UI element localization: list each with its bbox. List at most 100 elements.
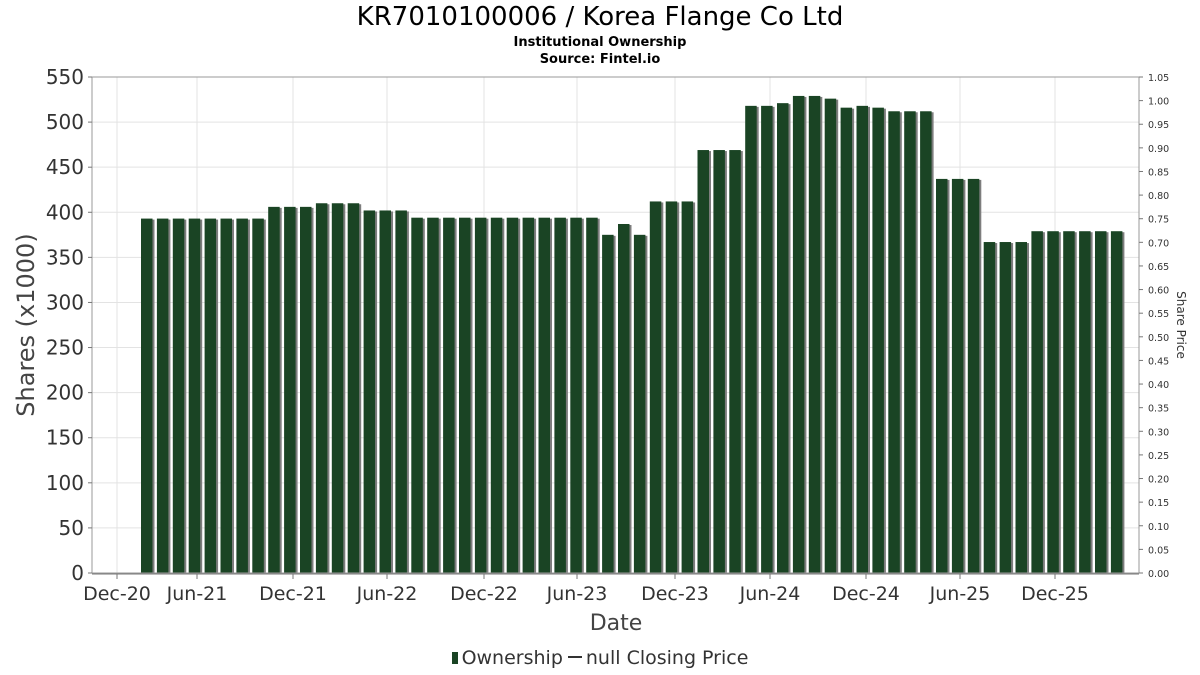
chart-subtitle-source: Source: Fintel.io — [539, 52, 661, 67]
ownership-bar-31 — [633, 234, 646, 573]
x-tick-label-6: Dec-23 — [641, 583, 709, 605]
ownership-bar-55 — [1015, 242, 1027, 574]
ownership-bar-27 — [570, 217, 582, 573]
x-tick-label-1: Jun-21 — [166, 583, 228, 605]
y2-axis-label: Share Price — [1174, 291, 1188, 359]
x-tick-label-9: Jun-25 — [929, 583, 991, 605]
ownership-bar-28 — [586, 217, 598, 573]
chart-subtitle-ownership: Institutional Ownership — [513, 35, 687, 50]
ownership-bar-14 — [363, 210, 376, 573]
y2-tick-label-9: 0.45 — [1148, 356, 1169, 367]
x-axis-ticks: Dec-20 Jun-21 Dec-21 Jun-22 Dec-22 Jun-23 Dec-… — [83, 574, 1089, 605]
x-tick-label-7: Jun-24 — [739, 583, 801, 605]
y2-tick-label-13: 0.65 — [1148, 262, 1169, 273]
ownership-bar-59 — [1079, 231, 1091, 573]
ownership-bar-35 — [697, 150, 709, 573]
ownership-bar-53 — [983, 242, 996, 574]
ownership-bar-24 — [522, 217, 535, 573]
ownership-bar-37 — [729, 150, 741, 573]
y2-tick-label-14: 0.70 — [1148, 238, 1169, 249]
y2-tick-label-1: 0.05 — [1148, 545, 1169, 556]
ownership-bar-50 — [936, 178, 948, 573]
ownership-bar-34 — [681, 201, 694, 573]
ownership-bar-16 — [395, 210, 407, 573]
ownership-bar-45 — [856, 105, 868, 573]
ownership-bar-12 — [331, 203, 344, 573]
ownership-bar-39 — [761, 105, 773, 573]
y2-tick-label-11: 0.55 — [1148, 309, 1169, 320]
ownership-bar-30 — [618, 223, 630, 573]
y-tick-label-10: 500 — [46, 110, 84, 134]
x-axis-label: Date — [590, 611, 643, 636]
y-tick-label-4: 200 — [46, 381, 84, 405]
ownership-bar-41 — [792, 95, 805, 574]
ownership-bar-32 — [649, 201, 662, 573]
y-tick-label-3: 150 — [46, 426, 84, 450]
ownership-bar-54 — [999, 242, 1012, 574]
y2-tick-label-2: 0.10 — [1148, 522, 1169, 533]
y2-tick-label-6: 0.30 — [1148, 427, 1169, 438]
legend-ownership-label: Ownership — [461, 647, 563, 669]
y-tick-label-9: 450 — [46, 155, 84, 179]
ownership-bar-15 — [379, 210, 391, 573]
ownership-bar-60 — [1095, 231, 1107, 573]
ownership-bar-22 — [490, 217, 503, 573]
ownership-bar-8 — [268, 206, 280, 573]
ownership-bar-10 — [300, 206, 312, 573]
ownership-bar-18 — [427, 217, 439, 573]
legend-ownership-swatch — [451, 652, 458, 664]
y2-tick-label-21: 1.05 — [1148, 73, 1169, 84]
ownership-bar-46 — [872, 107, 884, 574]
x-tick-label-10: Dec-25 — [1021, 583, 1089, 605]
ownership-bar-52 — [967, 178, 980, 573]
ownership-bar-48 — [904, 111, 916, 573]
ownership-bar-2 — [172, 218, 185, 573]
y2-tick-label-17: 0.85 — [1148, 167, 1169, 178]
ownership-bar-21 — [474, 217, 487, 573]
ownership-bar-47 — [888, 111, 900, 573]
y2-tick-label-10: 0.50 — [1148, 333, 1169, 344]
ownership-bar-51 — [951, 178, 964, 573]
ownership-bar-61 — [1110, 231, 1123, 573]
y2-tick-label-15: 0.75 — [1148, 215, 1169, 226]
ownership-bar-26 — [554, 217, 566, 573]
ownership-bar-38 — [745, 105, 757, 573]
ownership-bar-17 — [411, 217, 423, 573]
axes — [91, 76, 1140, 575]
ownership-bar-7 — [252, 218, 264, 573]
ownership-bar-0 — [141, 218, 153, 573]
ownership-bar-40 — [777, 103, 789, 574]
ownership-bar-20 — [459, 217, 471, 573]
x-tick-label-8: Dec-24 — [832, 583, 900, 605]
y2-axis-ticks: 0.00 0.05 0.10 0.15 0.20 0.25 0.30 0.35 0.40 0.45… — [1139, 73, 1169, 580]
ownership-bar-42 — [808, 95, 821, 574]
ownership-bar-29 — [602, 234, 614, 573]
y-tick-label-7: 350 — [46, 245, 84, 269]
y2-tick-label-20: 1.00 — [1148, 97, 1169, 108]
ownership-bar-11 — [315, 203, 328, 573]
y2-tick-label-7: 0.35 — [1148, 404, 1169, 415]
y-tick-label-0: 0 — [71, 561, 84, 585]
y2-tick-label-3: 0.15 — [1148, 498, 1169, 509]
y-axis-ticks: 0 50 100 150 200 250 300 350 400 450 500 550 — [46, 65, 92, 585]
x-tick-label-0: Dec-20 — [83, 583, 151, 605]
ownership-bar-9 — [284, 206, 296, 573]
y-tick-label-8: 400 — [46, 200, 84, 224]
ownership-bar-25 — [538, 217, 550, 573]
legend-price-line — [567, 656, 582, 658]
ownership-bar-5 — [220, 218, 232, 573]
chart-title: KR7010100006 / Korea Flange Co Ltd — [356, 2, 844, 32]
y2-tick-label-4: 0.20 — [1148, 475, 1169, 486]
y-tick-label-1: 50 — [59, 516, 84, 540]
x-tick-label-4: Dec-22 — [450, 583, 518, 605]
ownership-bar-19 — [443, 217, 455, 573]
ownership-bar-49 — [920, 111, 932, 573]
x-tick-label-2: Dec-21 — [259, 583, 327, 605]
y-tick-label-5: 250 — [46, 336, 84, 360]
y2-tick-label-12: 0.60 — [1148, 286, 1169, 297]
y2-tick-label-16: 0.80 — [1148, 191, 1169, 202]
y2-tick-label-18: 0.90 — [1148, 144, 1169, 155]
ownership-bars — [141, 95, 1125, 574]
ownership-bar-57 — [1047, 231, 1059, 573]
